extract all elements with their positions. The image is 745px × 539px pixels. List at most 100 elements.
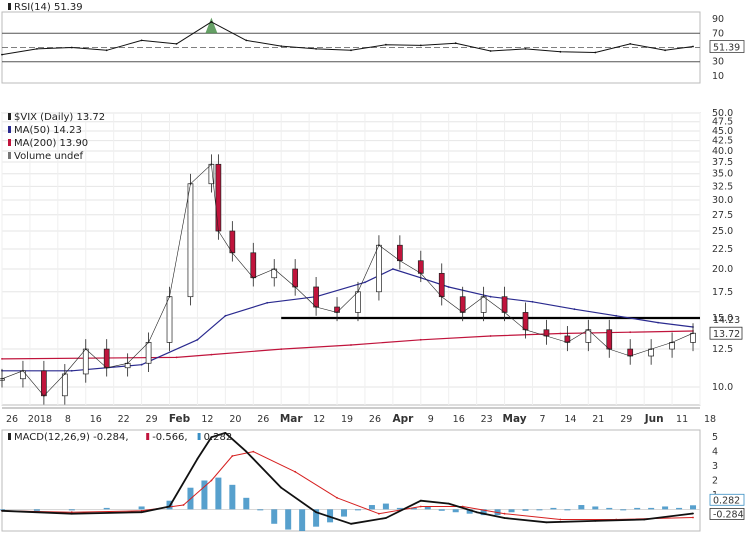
ma50-line-point	[70, 369, 73, 372]
macd-histogram-bar	[341, 509, 348, 517]
price-candle	[61, 373, 68, 397]
macd-signal-line-point	[336, 496, 338, 499]
macd-legend-marker	[146, 433, 150, 440]
ma200-line-point	[350, 344, 352, 346]
macd-line-point	[692, 512, 694, 515]
price-candle	[103, 348, 110, 369]
vix-price-line-point	[22, 369, 24, 372]
x-tick-label: 2018	[28, 414, 52, 425]
macd-signal-line-point	[503, 512, 506, 515]
price-legend-label: MA(50) 14.23	[14, 125, 82, 136]
ma50-line-point	[392, 268, 394, 270]
x-tick-label: 19	[341, 414, 353, 425]
price-tick-label: 35.0	[712, 169, 733, 180]
price-candle	[397, 244, 403, 262]
rsi-line-point	[629, 43, 632, 45]
macd-signal-line-point	[231, 455, 234, 457]
vix-price-line-point	[357, 290, 359, 293]
vix-price-line-point	[294, 286, 297, 288]
price-tick-label: 40.0	[712, 146, 733, 157]
macd-histogram-bar	[271, 509, 278, 524]
rsi-tick-label: 10	[712, 71, 724, 82]
macd-histogram-bar	[634, 507, 641, 510]
ma50-last-value-label: 14.23	[713, 315, 740, 326]
ma50-line-point	[573, 308, 576, 311]
rsi-overbought-marker	[205, 17, 218, 34]
vix-price-line-point	[105, 366, 108, 369]
macd-tick-label: 3	[712, 461, 718, 472]
x-tick-label: 8	[65, 414, 71, 425]
macd-line-point	[419, 499, 422, 502]
price-candle	[480, 296, 487, 313]
ma50-line-point	[531, 300, 534, 303]
x-tick-label: 29	[620, 414, 632, 425]
vix-price-line-point	[147, 341, 150, 344]
macd-signal-line-point	[419, 505, 422, 508]
vix-price-line-point	[217, 230, 220, 232]
vix-last-value-box	[709, 326, 743, 340]
macd-line-point	[545, 521, 548, 524]
vix-price-line-point	[503, 311, 506, 314]
macd-histogram-bar	[0, 509, 5, 511]
macd-histogram-bar	[68, 509, 75, 511]
line-icon	[8, 139, 11, 146]
macd-line-point	[1, 509, 3, 512]
macd-legend-label: 0.282	[204, 432, 233, 443]
vix-last-value-label: 13.72	[713, 329, 740, 340]
macd-histogram-bar	[676, 507, 683, 510]
macd-histogram-bar	[257, 509, 264, 511]
rsi-line-point	[454, 42, 457, 45]
vix-price-line-point	[231, 251, 234, 254]
price-candle	[376, 244, 382, 293]
ma200-line-point	[419, 338, 422, 341]
macd-histogram-bar	[606, 507, 613, 510]
grid-layer	[1, 11, 701, 532]
vix-price-line-point	[629, 355, 632, 357]
macd-histogram-bar	[536, 509, 543, 511]
macd-signal-line-point	[210, 479, 213, 482]
ma50-line-point	[140, 363, 143, 366]
macd-histogram-bar	[201, 480, 208, 510]
macd-histogram-bar	[452, 509, 459, 513]
macd-signal-line-point	[252, 450, 255, 453]
price-legend-label: MA(200) 13.90	[14, 138, 88, 149]
price-tick-label: 17.5	[712, 287, 733, 298]
vix-price-line-point	[482, 295, 485, 298]
macd-histogram-bar	[648, 507, 655, 510]
macd-histogram-bar	[313, 509, 320, 527]
price-tick-label: 30.0	[712, 195, 733, 206]
rsi-line-point	[280, 45, 283, 47]
rsi-last-value-label: 51.39	[713, 43, 740, 54]
macd-histogram-bar	[368, 505, 375, 510]
rsi-line-point	[245, 39, 248, 42]
vix-price-line-point	[378, 244, 380, 247]
price-candle	[501, 296, 508, 313]
x-tick-label: 26	[6, 414, 18, 425]
rsi-icon	[8, 3, 11, 10]
vix-price-line-point	[273, 268, 276, 270]
macd-line-point	[643, 518, 646, 521]
rsi-line-point	[36, 48, 38, 50]
macd-line-point	[594, 520, 597, 522]
macd-histogram-bar	[327, 509, 334, 523]
rsi-line-point	[385, 43, 387, 46]
x-tick-label: 22	[118, 414, 130, 425]
x-tick-label: 18	[704, 414, 716, 425]
rsi-line-point	[594, 51, 597, 54]
macd-line-point	[245, 450, 248, 453]
price-tick-label: 22.5	[712, 244, 733, 255]
macd-line-point	[503, 517, 506, 519]
rsi-line-point	[664, 49, 666, 52]
ma200-line-point	[489, 335, 492, 337]
vix-price-line-point	[336, 311, 338, 314]
vix-price-line-point	[524, 328, 527, 331]
x-tick-label: 21	[592, 414, 604, 425]
price-legend-label: $VIX (Daily) 13.72	[14, 112, 105, 123]
macd-signal-line-point	[182, 504, 185, 506]
x-tick-label: 12	[313, 414, 325, 425]
macd-histogram-bar	[410, 507, 417, 510]
ma200-line-point	[629, 331, 632, 334]
